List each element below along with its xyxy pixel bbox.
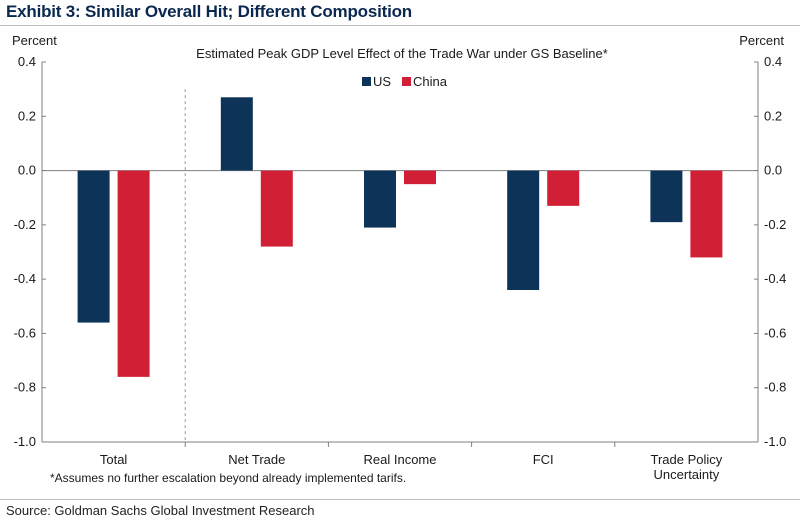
- bar-us-net-trade: [220, 97, 253, 171]
- right-y-tick-label: -0.2: [764, 217, 786, 232]
- bar-us-real-income: [364, 170, 396, 228]
- right-axis-unit-label: Percent: [739, 33, 784, 48]
- legend-us-swatch: [362, 77, 371, 86]
- left-y-tick-label: -1.0: [14, 434, 36, 449]
- right-y-tick-label: 0.2: [764, 108, 782, 123]
- bar-us-fci: [507, 170, 540, 290]
- category-label: FCI: [533, 452, 554, 467]
- bar-china-fci: [547, 170, 580, 206]
- right-y-tick-label: -0.4: [764, 271, 786, 286]
- bar-us-trade-policy-uncertainty: [650, 170, 683, 223]
- legend: US China: [362, 74, 448, 89]
- right-y-tick-label: -1.0: [764, 434, 786, 449]
- left-y-tick-label: -0.8: [14, 380, 36, 395]
- bar-china-trade-policy-uncertainty: [690, 170, 723, 258]
- left-y-tick-label: -0.6: [14, 325, 36, 340]
- legend-us-label: US: [373, 74, 391, 89]
- source-note: Source: Goldman Sachs Global Investment …: [6, 503, 315, 518]
- title-rule: [0, 25, 800, 26]
- right-y-tick-label: 0.4: [764, 54, 782, 69]
- right-y-tick-label: -0.8: [764, 380, 786, 395]
- legend-china-swatch: [402, 77, 411, 86]
- bar-china-real-income: [404, 170, 436, 185]
- left-y-tick-label: 0.0: [18, 163, 36, 178]
- chart-title: Estimated Peak GDP Level Effect of the T…: [196, 46, 608, 61]
- category-label: Total: [100, 452, 128, 467]
- bar-china-net-trade: [260, 170, 293, 247]
- exhibit-title: Exhibit 3: Similar Overall Hit; Differen…: [6, 2, 412, 21]
- category-label: Real Income: [364, 452, 437, 467]
- bar-china-total: [117, 170, 150, 377]
- left-axis-unit-label: Percent: [12, 33, 57, 48]
- footnote: *Assumes no further escalation beyond al…: [50, 471, 406, 485]
- left-y-tick-label: 0.4: [18, 54, 36, 69]
- legend-china-label: China: [413, 74, 448, 89]
- bar-chart: Percent Percent Estimated Peak GDP Level…: [12, 33, 786, 485]
- left-y-tick-label: -0.2: [14, 217, 36, 232]
- category-label: Uncertainty: [654, 467, 720, 482]
- bar-us-total: [77, 170, 110, 323]
- left-y-tick-label: -0.4: [14, 271, 36, 286]
- right-y-tick-label: 0.0: [764, 163, 782, 178]
- category-label: Trade Policy: [651, 452, 723, 467]
- category-label: Net Trade: [228, 452, 285, 467]
- right-y-tick-label: -0.6: [764, 325, 786, 340]
- source-rule: [0, 499, 800, 500]
- left-y-tick-label: 0.2: [18, 108, 36, 123]
